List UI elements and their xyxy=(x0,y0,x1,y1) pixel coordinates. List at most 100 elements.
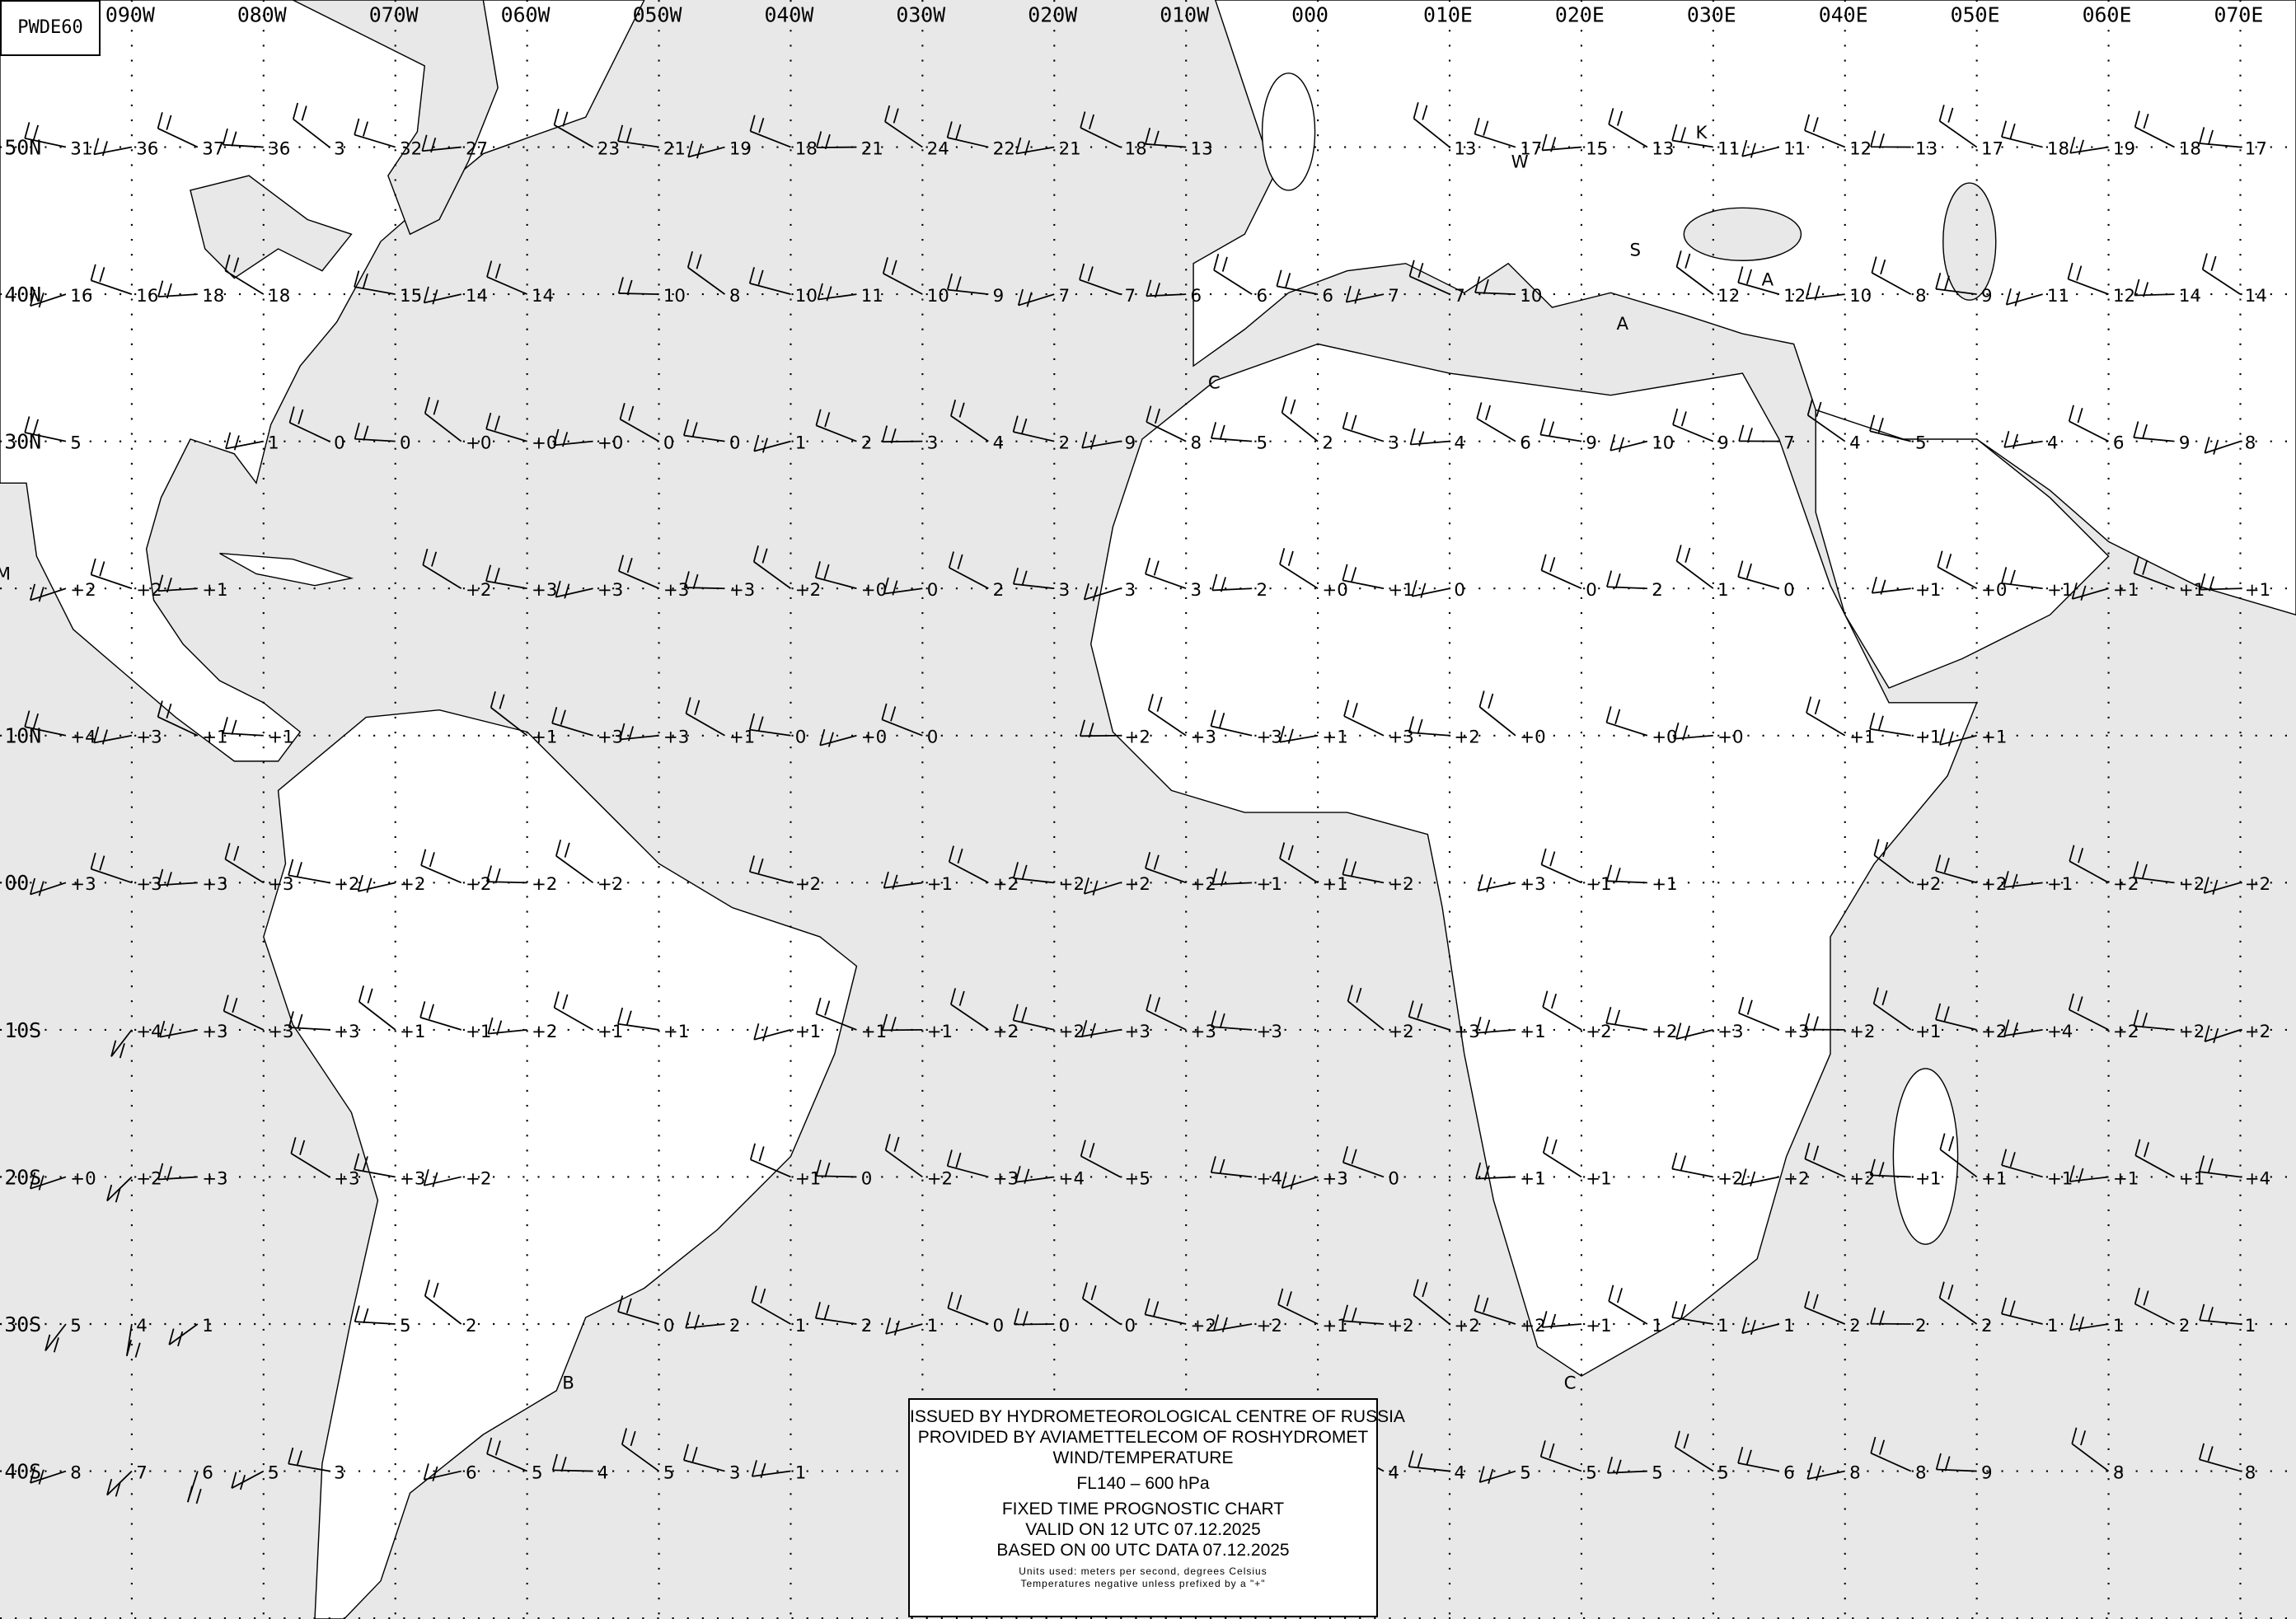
temperature-value: 1 xyxy=(795,433,807,454)
wind-barb xyxy=(1869,414,1911,442)
wind-barb xyxy=(617,1295,659,1325)
wind-barb xyxy=(1935,854,1977,884)
wind-barb xyxy=(2203,877,2241,896)
temperature-value: +2 xyxy=(1388,1022,1413,1042)
temperature-value: +1 xyxy=(1915,580,1941,601)
wind-barb xyxy=(1675,250,1714,295)
wind-barb xyxy=(222,717,264,737)
wind-barb xyxy=(1342,1146,1385,1178)
wind-barb xyxy=(93,726,133,745)
legend-box: ISSUED BY HYDROMETEOROLOGICAL CENTRE OF … xyxy=(908,1398,1405,1617)
chart-code: PWDE60 xyxy=(0,0,101,56)
wind-barb xyxy=(30,877,67,896)
wind-barb xyxy=(486,1437,527,1472)
wind-barb xyxy=(1012,415,1055,442)
wind-barb xyxy=(1872,987,1912,1031)
wind-barb xyxy=(1081,431,1121,450)
wind-barb xyxy=(485,412,527,442)
temperature-value: 0 xyxy=(400,433,411,454)
wind-barb xyxy=(1345,285,1385,304)
temperature-value: +3 xyxy=(202,1022,227,1042)
temperature-value: +1 xyxy=(2179,580,2205,601)
temperature-value: 14 xyxy=(532,286,554,306)
temperature-value: 24 xyxy=(927,138,949,159)
pressure-centre-marker: C xyxy=(1208,372,1221,393)
temperature-value: 11 xyxy=(2047,286,2069,306)
wind-barb xyxy=(1347,985,1385,1031)
wind-barb xyxy=(1080,111,1121,148)
temperature-value: 16 xyxy=(70,286,92,306)
wind-barb xyxy=(884,1134,923,1178)
legend-issuer: ISSUED BY HYDROMETEOROLOGICAL CENTRE OF … xyxy=(910,1407,1405,1426)
temperature-value: 9 xyxy=(1717,433,1729,454)
latitude-label: 30N xyxy=(4,430,41,454)
temperature-value: 1 xyxy=(202,1316,213,1336)
temperature-value: 32 xyxy=(400,138,422,159)
temperature-value: +1 xyxy=(202,580,227,601)
wind-barb xyxy=(2001,567,2043,590)
temperature-value: 6 xyxy=(466,1462,477,1483)
south-america xyxy=(263,709,858,1619)
wind-barb xyxy=(1935,273,1977,295)
madagascar xyxy=(1892,1068,1959,1245)
latitude-label: 30S xyxy=(4,1313,41,1336)
temperature-value: 3 xyxy=(334,1462,345,1483)
wind-barb xyxy=(354,118,396,148)
wind-barb xyxy=(157,700,199,737)
temperature-value: 7 xyxy=(1783,433,1795,454)
wind-barb xyxy=(1539,1440,1582,1472)
temperature-value: 37 xyxy=(202,138,224,159)
wind-barb xyxy=(1804,1142,1846,1178)
wind-barb xyxy=(1213,254,1253,295)
temperature-value: +3 xyxy=(202,1168,227,1189)
wind-barb xyxy=(2068,405,2109,442)
wind-barb xyxy=(2133,1009,2175,1031)
wind-barb xyxy=(1211,1010,1253,1031)
temperature-value: +2 xyxy=(1125,874,1150,895)
wind-barb xyxy=(551,707,593,737)
temperature-value: +1 xyxy=(1256,874,1282,895)
wind-barb xyxy=(1673,722,1713,741)
wind-barb xyxy=(1804,1291,1846,1325)
wind-barb xyxy=(815,409,857,442)
longitude-label: 010W xyxy=(1160,3,1209,27)
wind-barb xyxy=(290,1137,330,1178)
longitude-label: 040W xyxy=(764,3,813,27)
temperature-value: 15 xyxy=(400,286,422,306)
temperature-value: 3 xyxy=(1191,580,1202,601)
wind-barb xyxy=(1145,851,1187,884)
wind-barb xyxy=(1804,1013,1845,1032)
temperature-value: +3 xyxy=(1256,1022,1282,1042)
temperature-value: 18 xyxy=(795,138,818,159)
temperature-value: +2 xyxy=(993,1022,1019,1042)
legend-valid-time: VALID ON 12 UTC 07.12.2025 xyxy=(1025,1520,1261,1539)
temperature-value: 4 xyxy=(1454,1462,1465,1483)
wind-barb xyxy=(882,257,923,295)
temperature-value: +3 xyxy=(70,874,96,895)
temperature-value: 2 xyxy=(466,1316,477,1336)
wind-barb xyxy=(1806,399,1846,442)
wind-barb xyxy=(815,997,857,1031)
longitude-label: 020E xyxy=(1555,3,1605,27)
wind-barb xyxy=(2067,262,2109,295)
temperature-value: +2 xyxy=(1388,1316,1413,1336)
temperature-value: 9 xyxy=(1125,433,1136,454)
temperature-value: +2 xyxy=(400,874,425,895)
wind-barb xyxy=(2005,288,2043,306)
temperature-value: 12 xyxy=(2113,286,2135,306)
longitude-label: 070W xyxy=(369,3,419,27)
wind-barb xyxy=(885,1317,923,1336)
temperature-value: +2 xyxy=(466,580,491,601)
legend-chart-type: FIXED TIME PROGNOSTIC CHART xyxy=(1001,1500,1285,1518)
wind-barb xyxy=(1210,709,1253,737)
temperature-value: +2 xyxy=(1388,874,1413,895)
longitude-label: 030W xyxy=(896,3,945,27)
temperature-value: +1 xyxy=(2245,580,2270,601)
temperature-value: +1 xyxy=(466,1022,491,1042)
temperature-value: 3 xyxy=(927,433,939,454)
temperature-value: 3 xyxy=(1125,580,1136,601)
wind-barb xyxy=(422,548,462,589)
wind-barb xyxy=(45,1323,67,1353)
